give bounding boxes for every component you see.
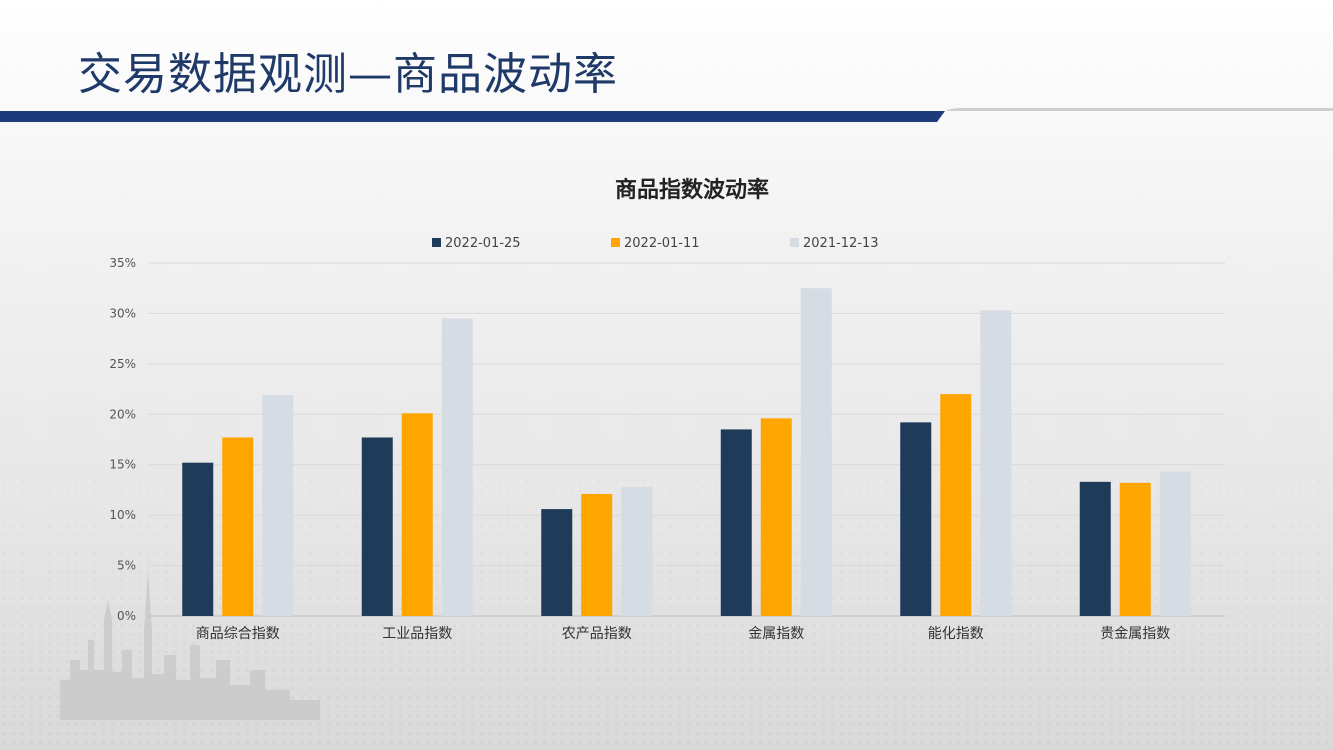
legend-label: 2021-12-13 bbox=[803, 236, 879, 251]
legend-label: 2022-01-11 bbox=[624, 236, 700, 251]
bar-2-1 bbox=[222, 437, 254, 616]
bar-2-5 bbox=[940, 394, 972, 616]
bar-3-1 bbox=[262, 395, 294, 616]
slide-title: 交易数据观测—商品波动率 bbox=[78, 49, 618, 100]
bar-1-4 bbox=[720, 429, 752, 616]
chart-title: 商品指数波动率 bbox=[615, 177, 769, 203]
bar-1-5 bbox=[900, 422, 932, 616]
x-tick-label: 农产品指数 bbox=[562, 626, 632, 642]
bar-3-6 bbox=[1159, 471, 1191, 616]
y-tick-label: 20% bbox=[109, 407, 136, 421]
x-tick-label: 工业品指数 bbox=[382, 626, 452, 642]
y-tick-label: 25% bbox=[109, 357, 136, 371]
y-tick-label: 30% bbox=[109, 306, 136, 320]
bar-2-3 bbox=[581, 493, 613, 616]
y-tick-label: 35% bbox=[109, 256, 136, 270]
x-tick-label: 贵金属指数 bbox=[1100, 626, 1170, 642]
gridlines bbox=[148, 262, 1225, 617]
title-underline-bar bbox=[0, 108, 1333, 122]
bar-1-1 bbox=[182, 462, 214, 616]
y-tick-label: 10% bbox=[109, 508, 136, 522]
bar-1-6 bbox=[1079, 481, 1111, 616]
x-tick-label: 商品综合指数 bbox=[196, 626, 280, 642]
x-tick-label: 金属指数 bbox=[748, 626, 804, 642]
y-axis-ticks: 0% 5% 10% 15% 20% 25% 30% 35% bbox=[109, 256, 136, 623]
bar-1-3 bbox=[541, 509, 573, 616]
bar-2-4 bbox=[760, 418, 792, 616]
bar-2-2 bbox=[401, 413, 433, 616]
legend-swatch bbox=[790, 238, 799, 247]
city-skyline-decoration bbox=[60, 570, 320, 720]
bar-2-6 bbox=[1119, 482, 1151, 616]
bar-1-2 bbox=[361, 437, 393, 616]
bar-3-3 bbox=[621, 486, 653, 616]
bar-3-2 bbox=[441, 318, 473, 616]
bars bbox=[182, 288, 1191, 616]
x-tick-label: 能化指数 bbox=[928, 626, 984, 642]
legend-swatch bbox=[432, 238, 441, 247]
y-tick-label: 5% bbox=[117, 559, 136, 573]
legend-label: 2022-01-25 bbox=[445, 236, 521, 251]
bar-3-4 bbox=[800, 288, 832, 616]
y-tick-label: 0% bbox=[117, 609, 136, 623]
x-axis-ticks: 商品综合指数 工业品指数 农产品指数 金属指数 能化指数 贵金属指数 bbox=[196, 626, 1171, 642]
legend: 2022-01-25 2022-01-11 2021-12-13 bbox=[432, 236, 879, 251]
y-tick-label: 15% bbox=[109, 458, 136, 472]
legend-swatch bbox=[611, 238, 620, 247]
bar-3-5 bbox=[980, 310, 1012, 616]
